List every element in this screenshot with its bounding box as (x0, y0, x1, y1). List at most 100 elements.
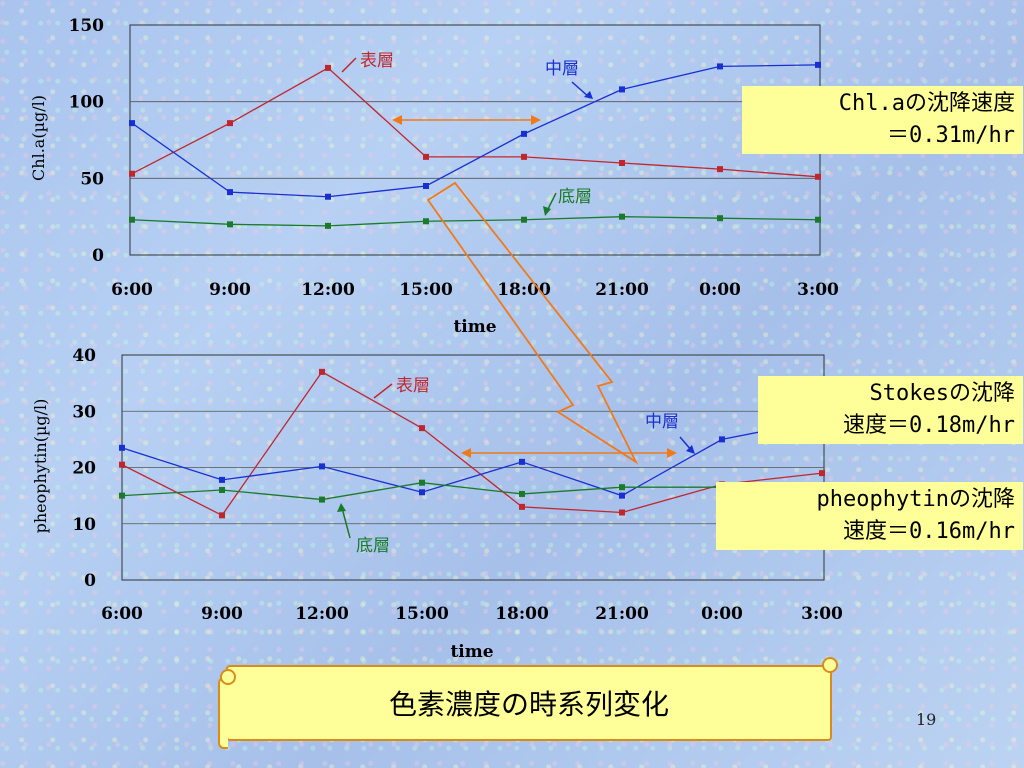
y-axis-label: Chl.a(µg/l) (29, 95, 48, 181)
data-point (129, 216, 135, 223)
arrowhead-middle (584, 91, 593, 99)
x-tick-labels: 6:00 9:00 12:00 15:00 18:00 21:00 0:00 3:00 (111, 280, 839, 300)
data-point (619, 213, 625, 220)
data-point (419, 425, 425, 432)
pheophytin-chart: 0 10 20 30 40 6:00 9:00 12:00 15:00 18:00 21:00 0:… (31, 346, 843, 662)
data-point (717, 63, 723, 70)
data-point (129, 120, 135, 127)
series-group (119, 368, 825, 519)
scroll-roll-decoration (218, 677, 228, 749)
data-point (219, 512, 225, 519)
data-point (521, 130, 527, 137)
data-point (325, 222, 331, 229)
data-point (619, 509, 625, 516)
series-line (131, 67, 819, 178)
data-point (521, 216, 527, 223)
data-point (119, 444, 125, 451)
x-tick-label: 0:00 (699, 280, 741, 300)
series-label-middle: 中層 (645, 412, 679, 432)
x-tick-label: 3:00 (801, 604, 843, 624)
data-point (119, 461, 125, 468)
arrowhead-bottom (337, 503, 346, 512)
banner-title: 色素濃度の時系列変化 (388, 688, 669, 721)
data-point (227, 189, 233, 196)
x-tick-label: 15:00 (399, 280, 453, 300)
data-point (423, 183, 429, 189)
data-point (325, 193, 331, 200)
data-point (815, 216, 821, 223)
title-banner: 色素濃度の時系列変化 (218, 657, 838, 749)
data-point (419, 489, 425, 496)
data-point (619, 160, 625, 166)
chla-chart: 0 50 100 150 6:00 9:00 12:00 15:00 18:00 21:00 0:… (29, 16, 839, 337)
data-point (227, 221, 233, 228)
x-tick-label: 12:00 (301, 280, 355, 300)
scroll-curl-decoration (220, 669, 236, 685)
series-label-middle: 中層 (545, 59, 579, 79)
data-point (619, 484, 625, 491)
data-point (519, 503, 525, 510)
series-pointer-surface (373, 383, 393, 399)
data-point (519, 458, 525, 465)
x-tick-label: 18:00 (495, 604, 549, 624)
data-point (519, 490, 525, 497)
data-point (219, 487, 225, 493)
x-tick-label: 15:00 (395, 604, 449, 624)
series-line (121, 419, 823, 497)
x-tick-label: 0:00 (701, 604, 743, 624)
data-point (717, 215, 723, 222)
y-tick-label: 0 (92, 246, 104, 266)
series-label-surface: 表層 (360, 51, 394, 71)
y-tick-label: 150 (69, 16, 105, 36)
interval-arrowhead-left (461, 448, 471, 458)
x-tick-label: 21:00 (595, 604, 649, 624)
pheophytin-settling-note: pheophytinの沈降 速度＝0.16m/hr (716, 482, 1023, 550)
x-tick-label: 9:00 (209, 280, 251, 300)
large-connecting-arrow (426, 181, 639, 465)
y-tick-label: 10 (72, 515, 96, 535)
data-point (319, 496, 325, 503)
series-pointer-surface (341, 57, 357, 73)
y-tick-labels: 0 50 100 150 (69, 16, 105, 266)
series-label-bottom: 底層 (558, 187, 592, 207)
x-tick-label: 6:00 (111, 280, 153, 300)
data-point (521, 153, 527, 160)
scroll-curl-decoration (822, 657, 838, 673)
data-point (423, 218, 429, 225)
y-tick-label: 0 (84, 571, 96, 591)
interval-arrowhead-right (531, 115, 541, 125)
x-tick-label: 21:00 (595, 280, 649, 300)
data-point (227, 120, 233, 127)
x-tick-label: 6:00 (101, 604, 143, 624)
data-point (815, 173, 821, 180)
series-line (131, 216, 819, 227)
data-point (423, 153, 429, 160)
data-point (619, 492, 625, 499)
x-tick-labels: 6:00 9:00 12:00 15:00 18:00 21:00 0:00 3:00 (101, 604, 843, 624)
series-line (131, 64, 819, 198)
data-point (815, 61, 821, 68)
series-group (129, 61, 821, 229)
series-line (121, 482, 822, 501)
x-tick-label: 3:00 (797, 280, 839, 300)
y-tick-labels: 0 10 20 30 40 (72, 346, 96, 591)
chla-settling-note: Chl.aの沈降速度 ＝0.31m/hr (742, 86, 1023, 154)
data-point (419, 479, 425, 486)
data-point (219, 476, 225, 483)
y-tick-label: 20 (72, 459, 96, 479)
grid-lines (130, 101, 820, 179)
data-point (719, 436, 725, 443)
interval-arrowhead-right (667, 448, 677, 458)
series-label-surface: 表層 (396, 376, 430, 396)
x-tick-label: 12:00 (295, 604, 349, 624)
x-tick-label: 9:00 (201, 604, 243, 624)
data-point (619, 86, 625, 93)
x-tick-label: 18:00 (497, 280, 551, 300)
stokes-settling-note: Stokesの沈降 速度＝0.18m/hr (758, 376, 1023, 444)
data-point (819, 470, 825, 477)
y-axis-label: pheophytin(µg/l) (31, 399, 50, 534)
x-axis-label: time (450, 642, 493, 662)
y-tick-label: 30 (72, 402, 96, 422)
series-label-bottom: 底層 (356, 536, 390, 556)
